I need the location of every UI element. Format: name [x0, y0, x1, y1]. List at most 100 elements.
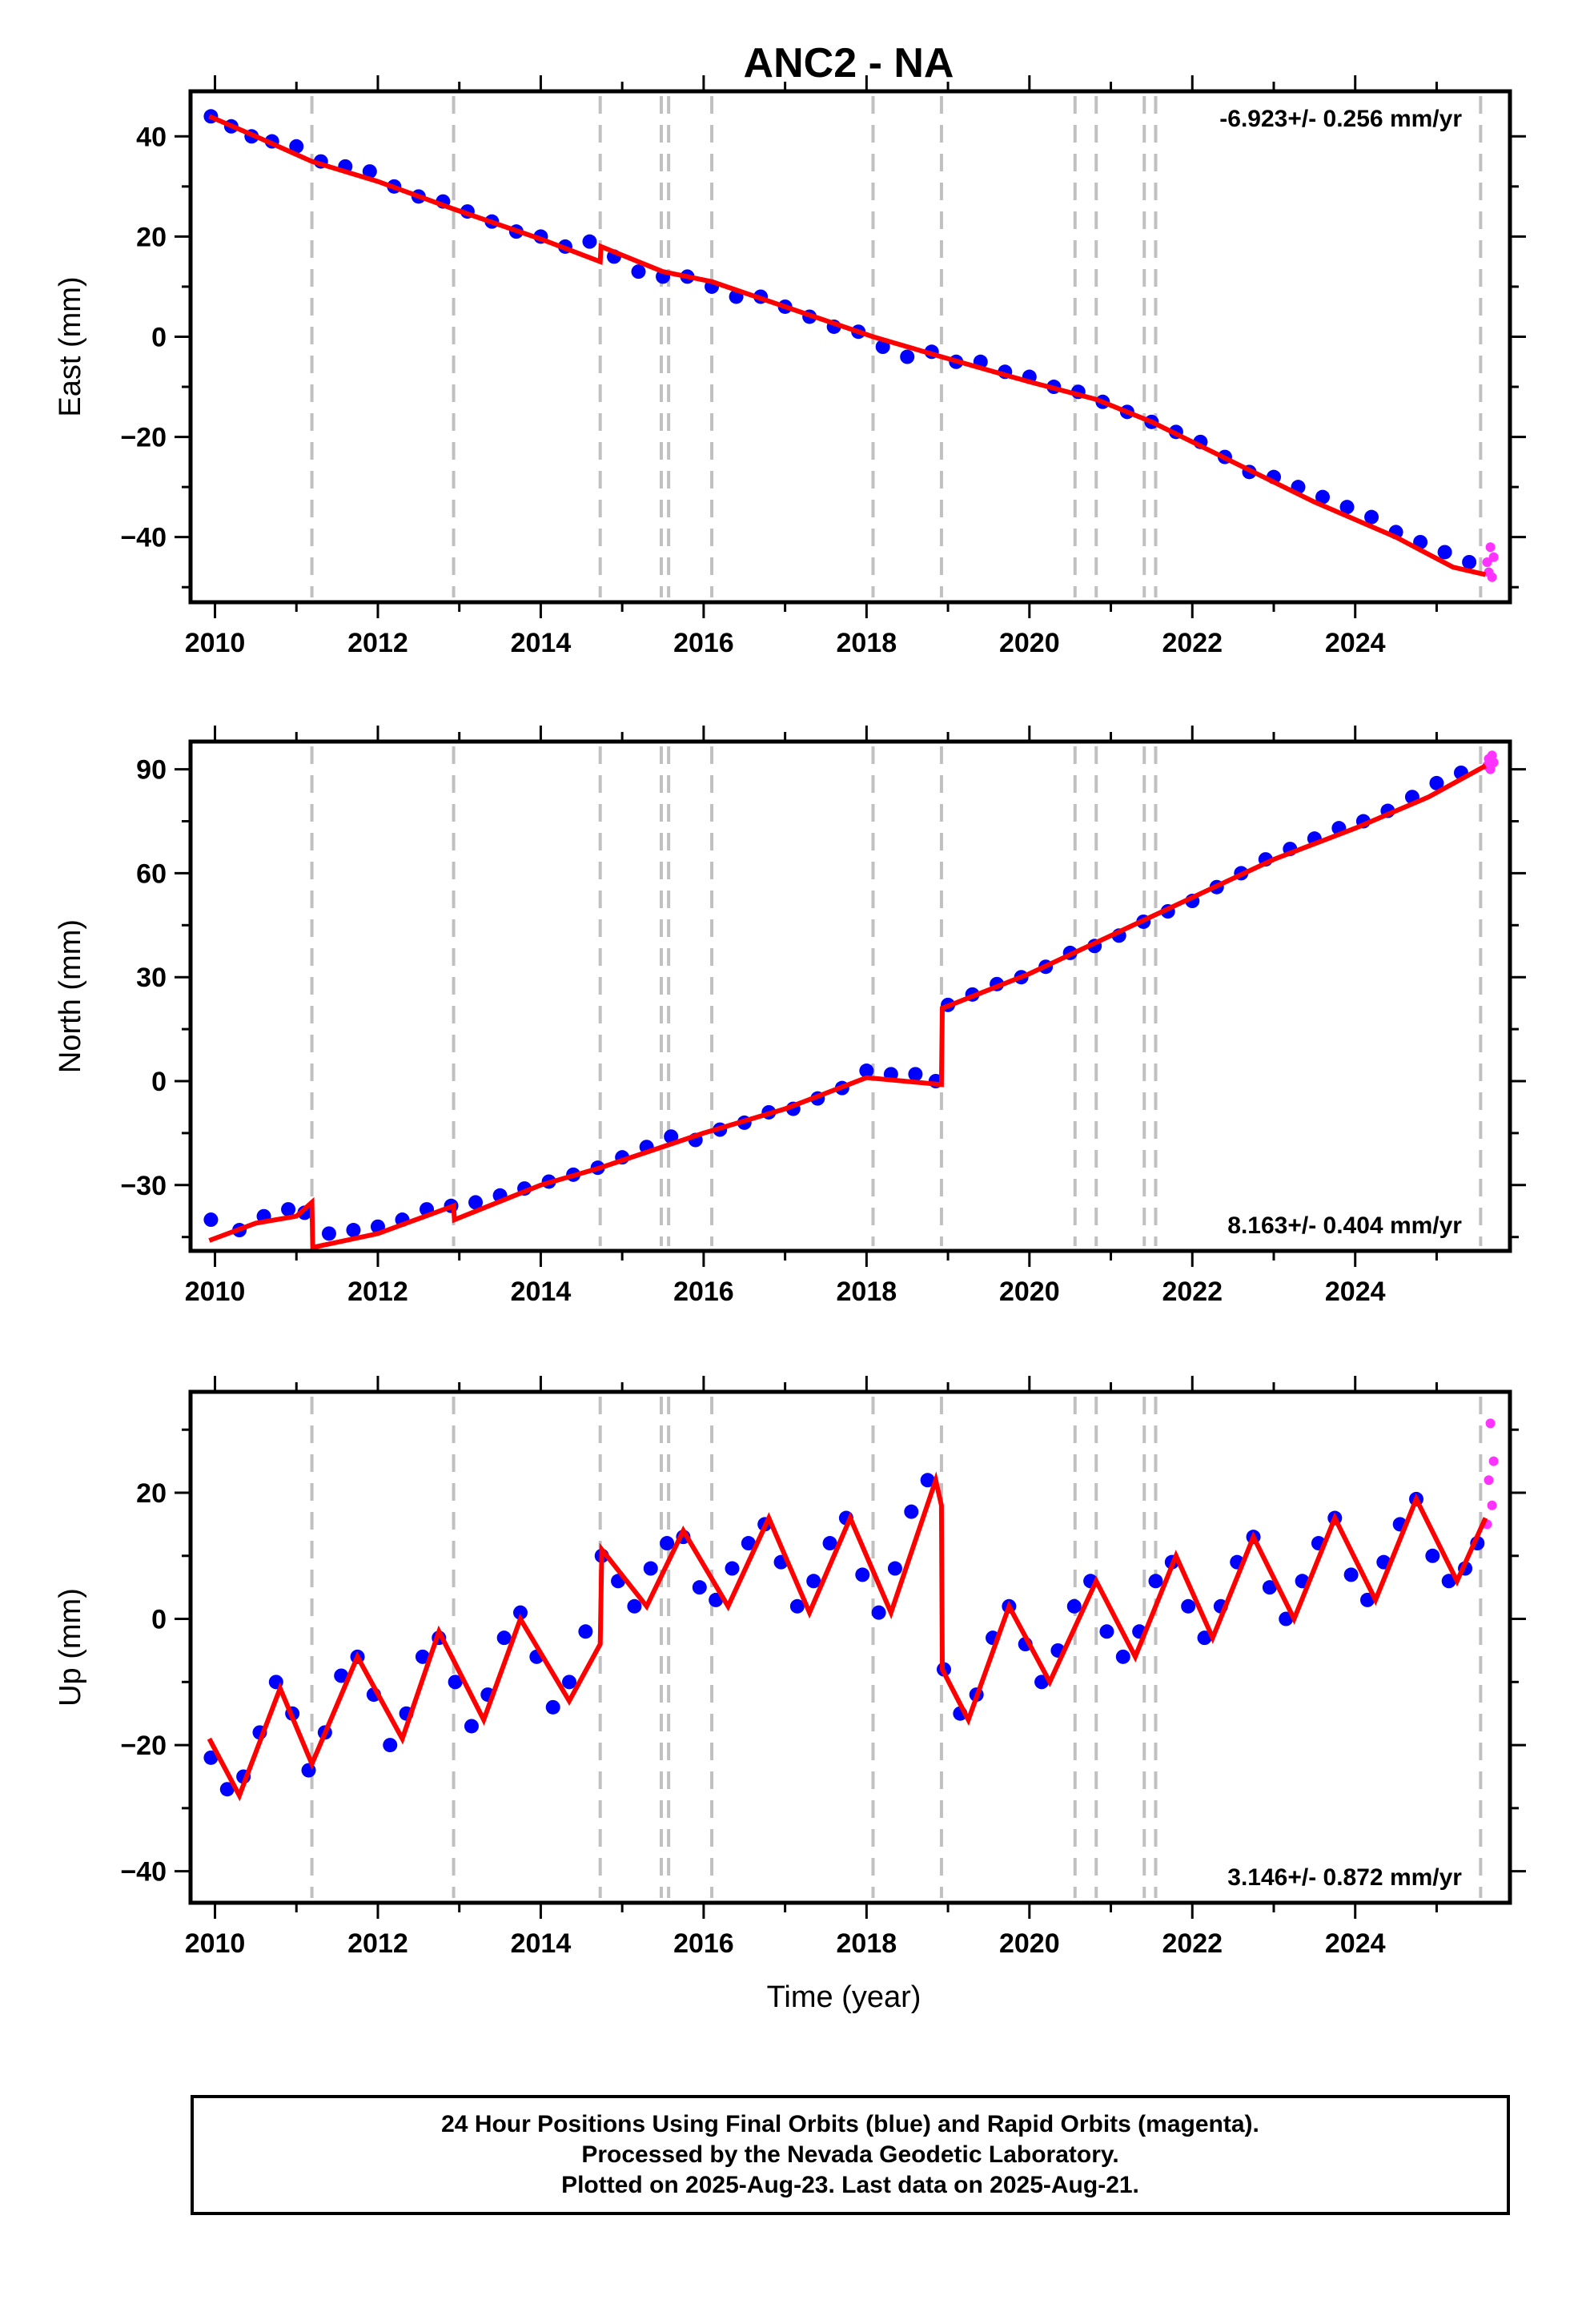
y-ticks-north: −30 0 30 60 90 [120, 755, 1526, 1239]
data-point [887, 1561, 902, 1576]
data-east [203, 109, 1499, 582]
data-point [1359, 1592, 1375, 1607]
data-point [1484, 1475, 1494, 1486]
data-point [1487, 1500, 1497, 1510]
x-tick-label: 2020 [999, 1277, 1060, 1307]
x-tick-label: 2018 [837, 1928, 897, 1959]
data-point [855, 1567, 870, 1582]
data-point [346, 1223, 361, 1238]
data-point [660, 1536, 675, 1551]
data-point [1487, 572, 1497, 582]
x-tick-label: 2018 [837, 1277, 897, 1307]
data-point [1441, 1574, 1456, 1589]
data-point [513, 1605, 528, 1620]
data-point [496, 1630, 512, 1646]
y-tick-label: 0 [151, 1605, 167, 1635]
series-final-up [203, 1473, 1485, 1797]
footer-line-processed: Processed by the Nevada Geodetic Laborat… [581, 2141, 1119, 2168]
data-point [1197, 1630, 1212, 1646]
model-curve-up [207, 1471, 1488, 1802]
y-tick-label: −30 [120, 1171, 167, 1201]
y-ticks-up: −40 −20 0 20 [120, 1428, 1526, 1888]
data-point [1485, 542, 1496, 553]
data-point [1279, 1611, 1294, 1626]
panel-north: 2010 2012 2014 2016 2018 2020 2022 2024 −30 0 30 60… [54, 726, 1526, 1307]
series-final-north [203, 765, 1468, 1241]
data-point [806, 1574, 821, 1589]
event-lines-up [310, 1397, 1483, 1898]
data-point [1425, 1548, 1440, 1563]
x-tick-label: 2010 [185, 628, 246, 658]
data-point [1339, 500, 1355, 515]
x-tick-label: 2022 [1162, 1928, 1223, 1959]
data-point [692, 1580, 707, 1595]
data-point [1488, 1456, 1499, 1466]
y-tick-label: 90 [136, 755, 167, 786]
data-point [1462, 554, 1477, 569]
y-tick-label: 0 [151, 1067, 167, 1097]
series-rapid-north [1482, 750, 1499, 774]
plot-frame-north [188, 739, 1512, 1253]
y-tick-label: −40 [120, 1857, 167, 1888]
x-tick-label: 2010 [185, 1277, 246, 1307]
data-point [1181, 1598, 1196, 1614]
data-point [1482, 557, 1492, 567]
y-axis-label-east: East (mm) [54, 276, 87, 416]
x-tick-label: 2012 [347, 628, 408, 658]
data-point [464, 1719, 479, 1734]
data-point [900, 349, 915, 364]
x-tick-label: 2022 [1162, 628, 1223, 658]
data-point [1343, 1567, 1359, 1582]
data-point [562, 1675, 577, 1690]
data-point [219, 1782, 235, 1797]
data-point [627, 1598, 642, 1614]
data-point [1115, 1649, 1130, 1664]
y-tick-label: −20 [120, 423, 167, 453]
y-tick-label: −40 [120, 523, 167, 553]
rate-label-up: 3.146+/- 0.872 mm/yr [1227, 1864, 1462, 1891]
x-tick-label: 2020 [999, 628, 1060, 658]
rate-label-east: -6.923+/- 0.256 mm/yr [1219, 106, 1462, 132]
y-tick-label: −20 [120, 1731, 167, 1761]
event-lines-north [310, 746, 1483, 1246]
model-curve-east [208, 114, 1487, 577]
data-point [448, 1675, 463, 1690]
data-point [1099, 1624, 1114, 1639]
data-point [1315, 489, 1331, 505]
y-ticks-east: −40 −20 0 20 40 [120, 122, 1526, 589]
figure-title: ANC2 - NA [744, 40, 954, 86]
event-lines-east [310, 96, 1483, 597]
x-tick-label: 2024 [1325, 1277, 1386, 1307]
footer-box: 24 Hour Positions Using Final Orbits (bl… [191, 2095, 1510, 2215]
data-point [920, 1473, 935, 1488]
data-point [1364, 509, 1379, 525]
data-point [908, 1067, 923, 1082]
x-tick-label: 2020 [999, 1928, 1060, 1959]
data-point [545, 1699, 560, 1715]
x-tick-label: 2024 [1325, 628, 1386, 658]
plot-frame-east [188, 89, 1512, 605]
x-tick-label: 2016 [673, 1277, 734, 1307]
data-point [582, 234, 597, 249]
y-axis-label-north: North (mm) [54, 919, 87, 1073]
data-point [789, 1598, 805, 1614]
y-tick-label: 0 [151, 322, 167, 352]
x-ticks-north: 2010 2012 2014 2016 2018 2020 2022 2024 [185, 726, 1438, 1307]
data-point [1488, 757, 1499, 767]
x-tick-label: 2024 [1325, 1928, 1386, 1959]
x-axis-label: Time (year) [767, 1980, 921, 2014]
data-point [334, 1668, 349, 1683]
x-tick-label: 2014 [511, 1928, 572, 1959]
x-tick-label: 2010 [185, 1928, 246, 1959]
data-point [741, 1536, 756, 1551]
data-point [822, 1536, 837, 1551]
data-north [203, 750, 1499, 1251]
panel-up: 2010 2012 2014 2016 2018 2020 2022 2024−40−2002… [54, 1376, 1526, 2014]
panels-group: 2010 2012 2014 2016 2018 2020 2022 2024 −40 −20 0 2… [54, 75, 1526, 2014]
data-up [203, 1418, 1499, 1802]
footer-line-plotted: Plotted on 2025-Aug-23. Last data on 202… [561, 2172, 1139, 2198]
data-point [362, 164, 377, 179]
x-tick-label: 2016 [673, 1928, 734, 1959]
x-tick-label: 2016 [673, 628, 734, 658]
data-point [203, 1212, 219, 1228]
